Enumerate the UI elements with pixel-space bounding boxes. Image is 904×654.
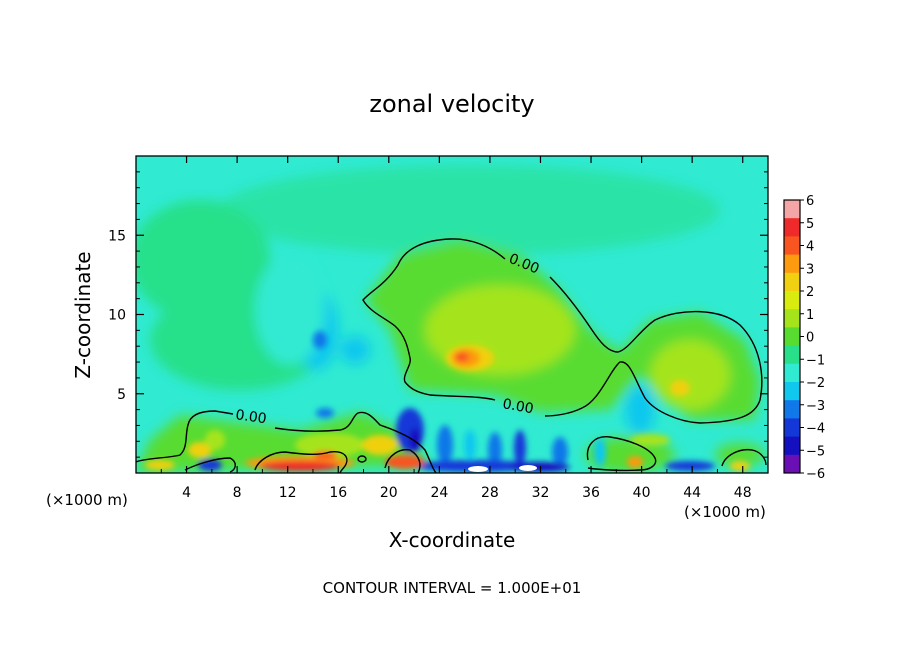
x-axis-unit-left: (×1000 m) xyxy=(46,491,128,509)
colorbar-swatch xyxy=(784,236,800,256)
x-axis-label: X-coordinate xyxy=(389,528,516,552)
colorbar-swatch xyxy=(784,200,800,219)
contour-zero-upper-right xyxy=(544,276,763,424)
x-tick-label: 40 xyxy=(633,485,651,501)
colorbar-swatch xyxy=(784,309,800,328)
chart-title: zonal velocity xyxy=(369,90,534,118)
colorbar-swatch xyxy=(784,454,800,474)
x-tick-label: 12 xyxy=(279,485,297,501)
colorbar-swatch xyxy=(784,363,800,383)
contour-small-ring xyxy=(357,455,367,463)
colorbar-tick-label: 3 xyxy=(806,262,814,277)
contour-zero-upper xyxy=(362,238,506,401)
y-tick-label: 10 xyxy=(108,308,126,324)
y-tick-label: 5 xyxy=(117,387,126,403)
colorbar: 6 5 4 3 2 1 0 −1 −2 −3 −4 −5 −6 xyxy=(783,194,825,482)
x-tick-label: 20 xyxy=(380,485,398,501)
colorbar-tick-label: 6 xyxy=(806,194,814,209)
contour-lines xyxy=(136,238,767,473)
contour-zero-lower-b xyxy=(274,411,437,473)
heatmap-field xyxy=(136,156,768,473)
y-tick-label: 15 xyxy=(108,228,126,244)
x-tick-label: 44 xyxy=(683,485,701,501)
colorbar-swatch xyxy=(784,291,800,310)
contour-right-low xyxy=(586,436,657,472)
x-tick-label: 48 xyxy=(734,485,752,501)
colorbar-swatch xyxy=(784,382,800,401)
x-tick-label: 16 xyxy=(329,485,347,501)
x-tick-label: 4 xyxy=(182,485,191,501)
colorbar-tick-label: 1 xyxy=(806,308,814,323)
y-axis-ticks: 5 10 15 xyxy=(108,171,768,458)
colorbar-tick-label: 2 xyxy=(806,285,814,300)
x-tick-label: 36 xyxy=(582,485,600,501)
colorbar-swatch xyxy=(784,345,800,365)
x-tick-label: 24 xyxy=(430,485,448,501)
contour-label: 0.00 xyxy=(234,407,267,427)
contour-surface-a xyxy=(184,457,236,473)
colorbar-tick-label: −3 xyxy=(806,399,825,414)
colorbar-tick-label: −1 xyxy=(806,353,825,368)
colorbar-tick-label: −4 xyxy=(806,422,825,437)
colorbar-swatch xyxy=(784,436,800,456)
x-tick-label: 8 xyxy=(233,485,242,501)
colorbar-tick-label: 0 xyxy=(806,331,814,346)
x-tick-label: 28 xyxy=(481,485,499,501)
x-axis-ticks: 4 8 12 16 20 24 28 32 36 40 44 48 xyxy=(160,156,752,501)
contour-surface-c xyxy=(384,448,421,473)
contour-zero-lower xyxy=(136,410,234,463)
colorbar-swatch xyxy=(784,254,800,274)
colorbar-tick-label: −6 xyxy=(806,467,825,482)
y-axis-label: Z-coordinate xyxy=(71,251,95,378)
colorbar-swatch xyxy=(784,400,800,419)
colorbar-swatch xyxy=(784,218,800,237)
colorbar-tick-label: −5 xyxy=(806,444,825,459)
contour-far-right xyxy=(721,448,767,467)
colorbar-swatch xyxy=(784,418,800,438)
x-axis-unit-right: (×1000 m) xyxy=(684,503,766,521)
colorbar-tick-label: 4 xyxy=(806,240,814,255)
colorbar-swatch xyxy=(784,327,800,347)
colorbar-tick-label: 5 xyxy=(806,217,814,232)
colorbar-tick-label: −2 xyxy=(806,376,825,391)
x-tick-label: 32 xyxy=(532,485,550,501)
colorbar-swatch xyxy=(784,272,800,292)
contour-surface-b xyxy=(254,451,348,473)
contour-interval-footer: CONTOUR INTERVAL = 1.000E+01 xyxy=(323,579,582,597)
contour-label: 0.00 xyxy=(501,396,534,417)
